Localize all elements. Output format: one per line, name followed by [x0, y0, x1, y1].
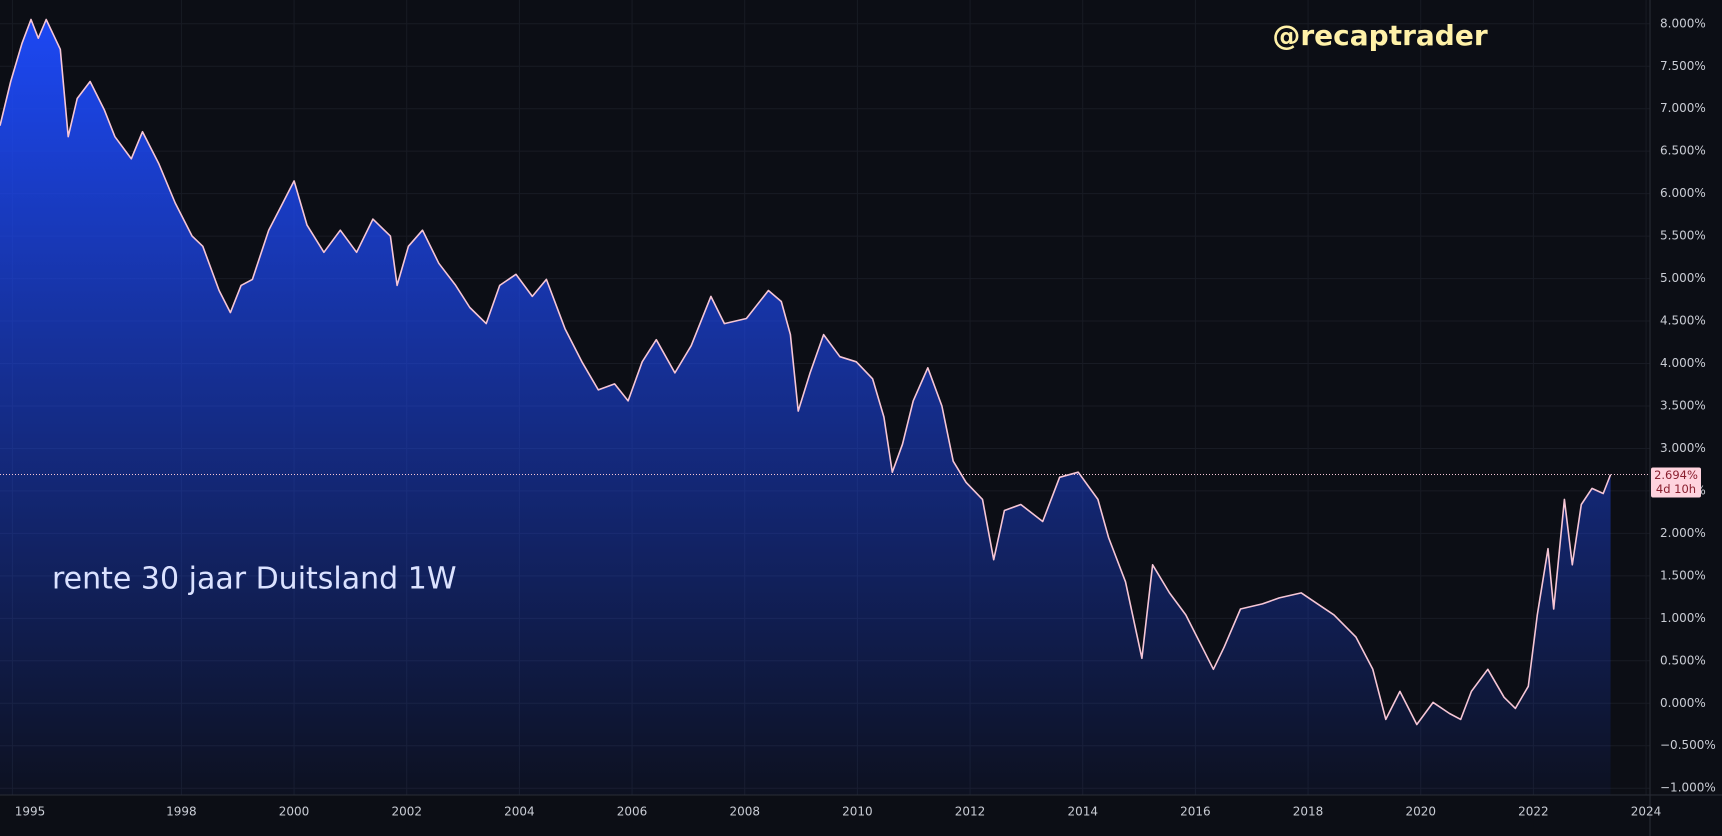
x-tick-label: 2022: [1518, 805, 1549, 819]
last-value-box: [1651, 467, 1701, 498]
x-tick-label: 1995: [15, 805, 46, 819]
x-tick-label: 1998: [166, 805, 197, 819]
y-tick-label: 0.000%: [1660, 696, 1706, 710]
x-tick-label: 2014: [1067, 805, 1098, 819]
y-tick-label: 4.500%: [1660, 314, 1706, 328]
y-tick-label: 6.000%: [1660, 186, 1706, 200]
x-tick-label: 2004: [504, 805, 535, 819]
x-tick-label: 2002: [391, 805, 422, 819]
area-fill: [0, 19, 1611, 795]
y-tick-label: 4.000%: [1660, 356, 1706, 370]
x-tick-label: 2012: [955, 805, 986, 819]
y-tick-label: 3.000%: [1660, 441, 1706, 455]
y-tick-label: 1.500%: [1660, 568, 1706, 582]
x-tick-label: 2000: [279, 805, 310, 819]
y-tick-label: −0.500%: [1660, 738, 1716, 752]
y-tick-label: 2.000%: [1660, 526, 1706, 540]
y-tick-label: −1.000%: [1660, 781, 1716, 795]
x-tick-label: 2020: [1405, 805, 1436, 819]
y-tick-label: 3.500%: [1660, 398, 1706, 412]
y-tick-label: 7.500%: [1660, 59, 1706, 73]
y-tick-label: 8.000%: [1660, 16, 1706, 30]
x-tick-label: 2024: [1631, 805, 1662, 819]
y-tick-label: 5.000%: [1660, 271, 1706, 285]
line: [0, 18, 1612, 726]
last-value-label: 2.694%: [1654, 468, 1698, 482]
countdown-label: 4d 10h: [1656, 482, 1696, 496]
x-tick-label: 2008: [729, 805, 760, 819]
x-tick-label: 2016: [1180, 805, 1211, 819]
y-tick-label: 0.500%: [1660, 653, 1706, 667]
y-tick-label: 1.000%: [1660, 611, 1706, 625]
x-tick-label: 2018: [1293, 805, 1324, 819]
y-tick-label: 7.000%: [1660, 101, 1706, 115]
y-tick-label: 5.500%: [1660, 229, 1706, 243]
watermark: @recaptrader: [1272, 19, 1487, 52]
x-tick-label: 2010: [842, 805, 873, 819]
x-tick-label: 2006: [617, 805, 648, 819]
chart-title: rente 30 jaar Duitsland 1W: [52, 562, 457, 597]
y-tick-label: 6.500%: [1660, 144, 1706, 158]
